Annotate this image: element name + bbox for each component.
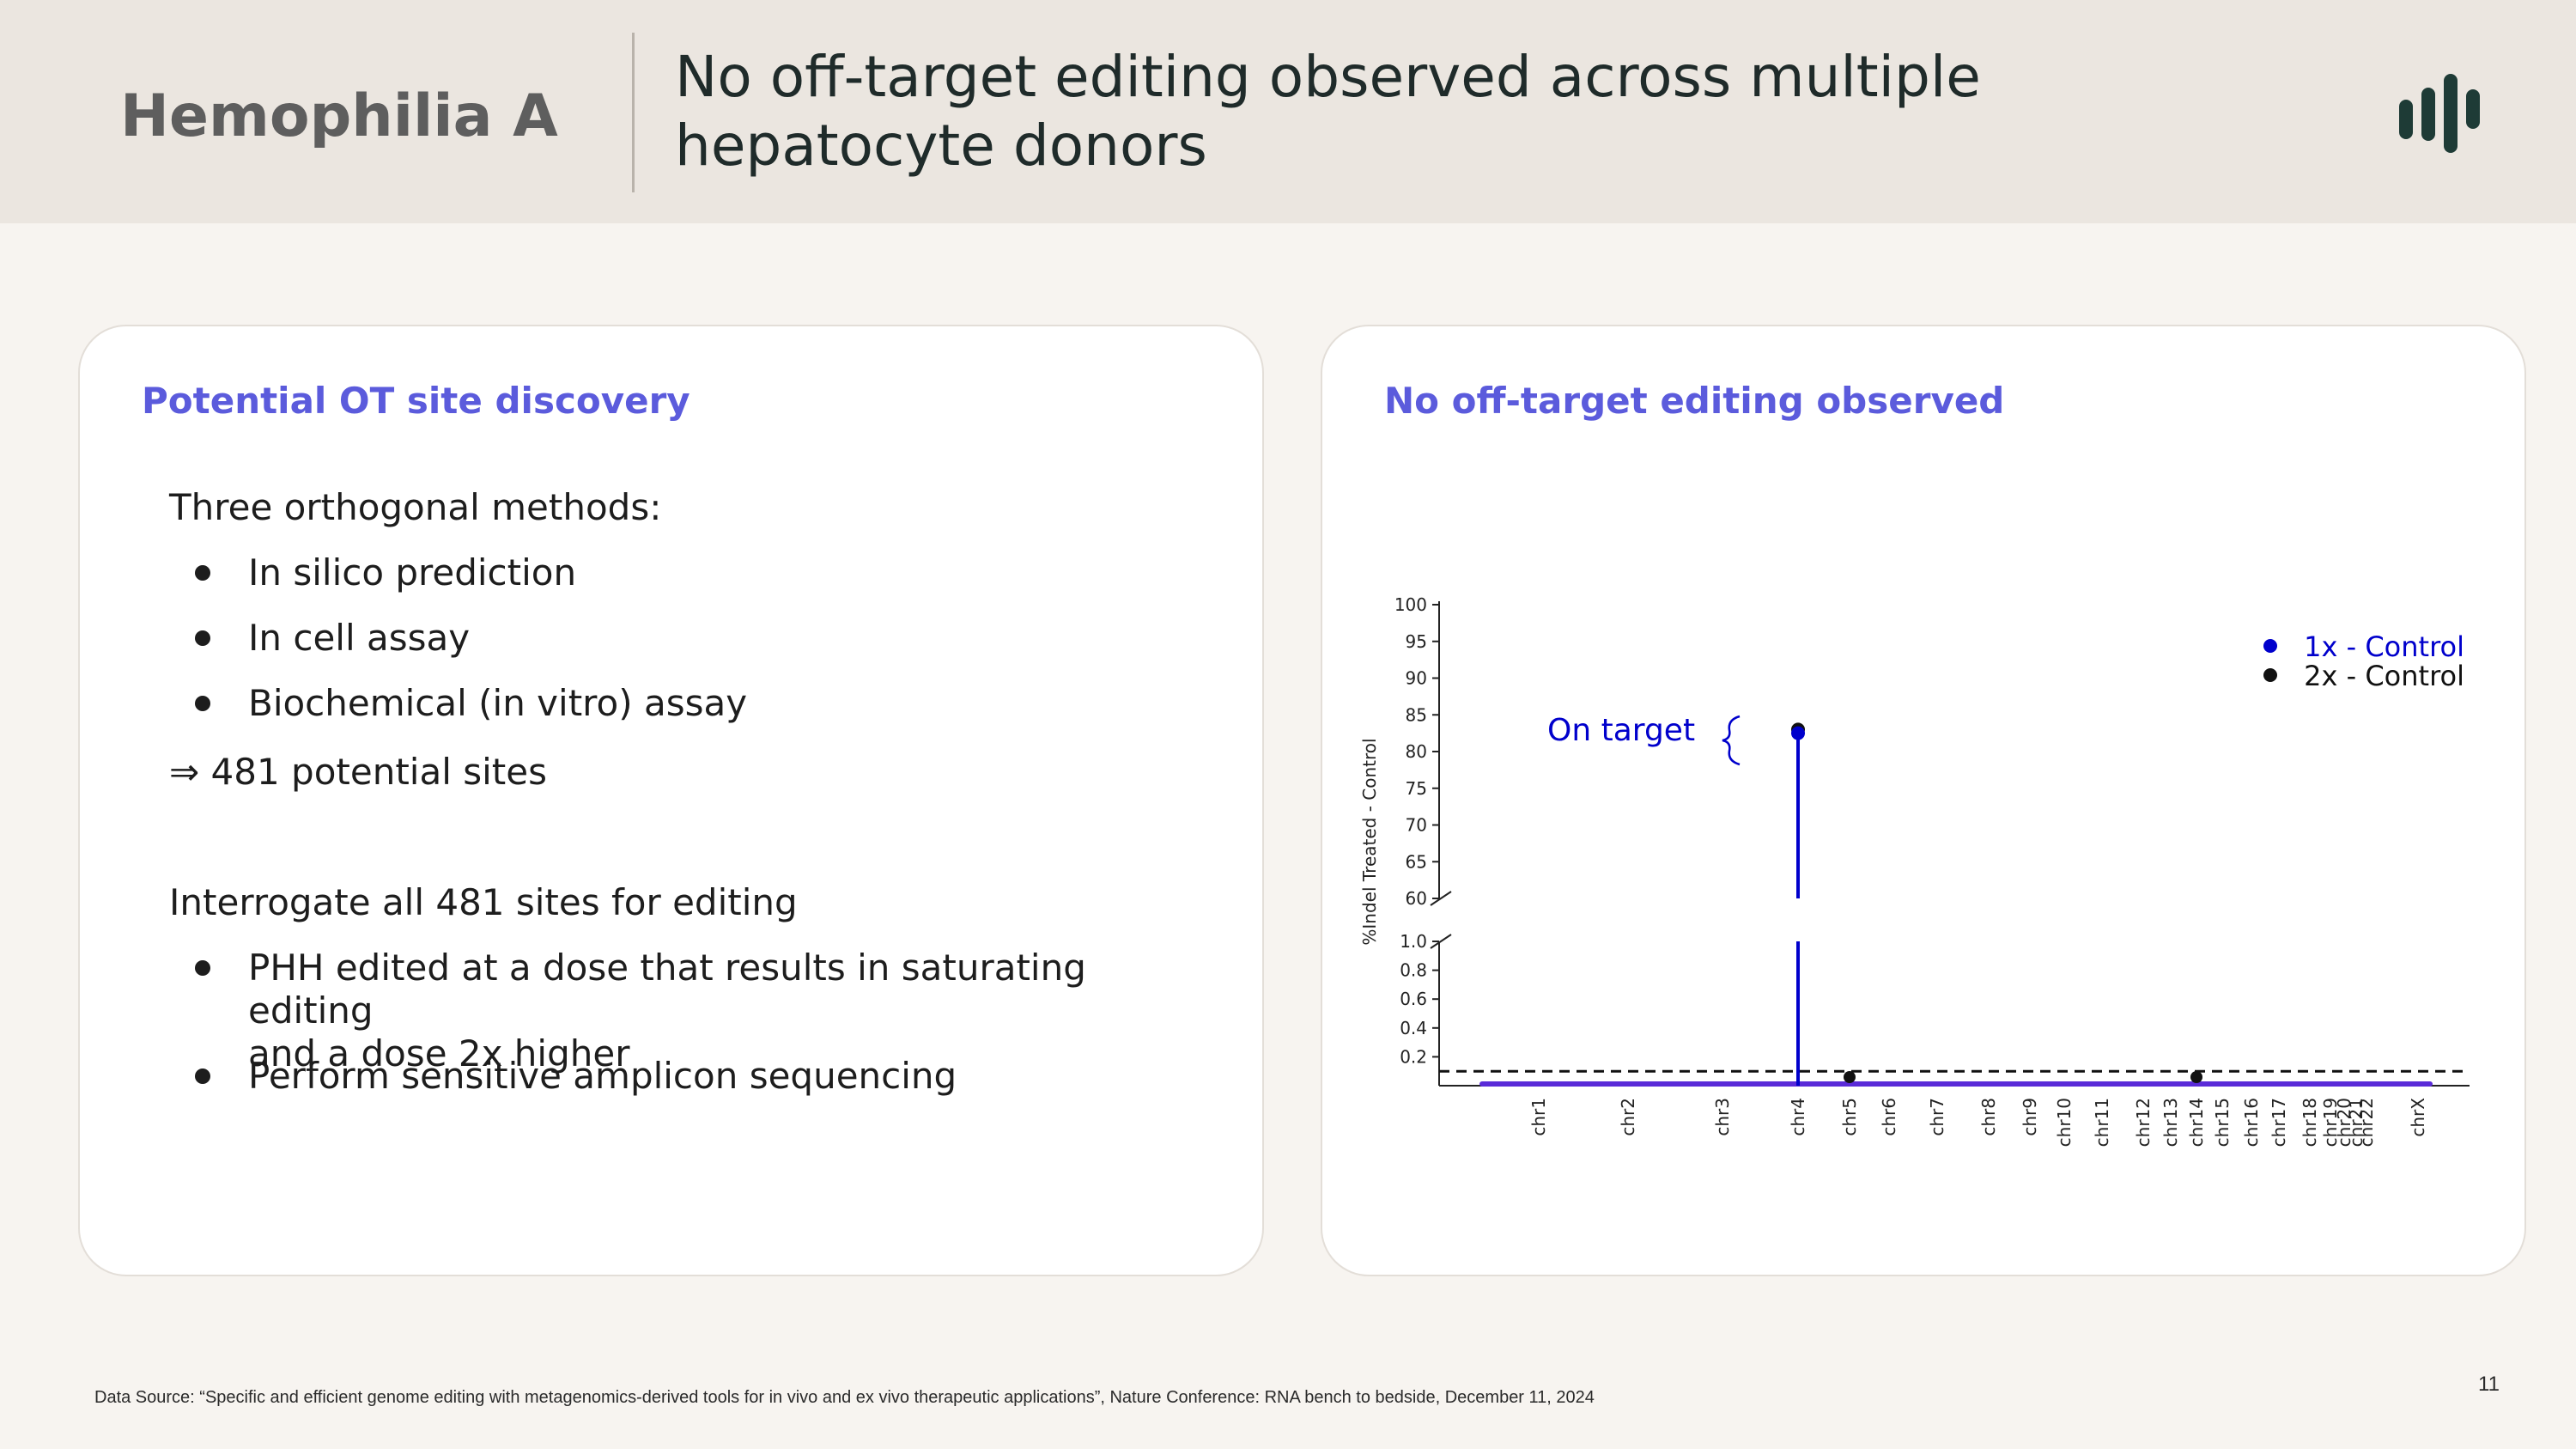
company-bars-logo-icon: [2399, 74, 2480, 153]
axis-break-mark: [1430, 891, 1452, 906]
x-tick-label: chr17: [2269, 1098, 2289, 1147]
y-tick-label: 70: [1406, 815, 1427, 836]
y-tick-label: 90: [1406, 668, 1427, 689]
brace-icon: [1722, 715, 1741, 766]
x-tick-label: chr15: [2212, 1098, 2233, 1147]
bullet-icon: [195, 696, 210, 711]
x-tick-label: chr22: [2356, 1098, 2377, 1147]
x-tick-label: chr7: [1927, 1098, 1947, 1136]
method-label: Biochemical (in vitro) assay: [248, 682, 748, 724]
x-tick-label: chr2: [1618, 1098, 1638, 1136]
page-number: 11: [2478, 1373, 2500, 1396]
y-tick-label: 95: [1406, 631, 1427, 652]
slide-title: No off-target editing observed across mu…: [675, 43, 2135, 180]
y-tick-label: 65: [1406, 851, 1427, 872]
y-tick-label: 0.4: [1400, 1018, 1427, 1038]
y-tick-label: 60: [1406, 888, 1427, 909]
card-title: No off-target editing observed: [1384, 380, 2005, 422]
x-tick-label: chr20: [2334, 1098, 2354, 1147]
y-tick-label: 100: [1394, 594, 1427, 615]
potential-sites-result: ⇒ 481 potential sites: [169, 751, 547, 793]
legend-label-2x: 2x - Control: [2304, 660, 2464, 692]
slide-title-line2: hepatocyte donors: [675, 113, 1207, 179]
bullet-icon: [195, 565, 210, 581]
axis-break-mark: [1430, 934, 1452, 949]
bullet-icon: [195, 630, 210, 646]
header-bar: Hemophilia A No off-target editing obser…: [0, 0, 2576, 223]
method-label: In cell assay: [248, 617, 471, 659]
x-tick-label: chrX: [2408, 1098, 2428, 1137]
bullet-icon: [195, 960, 210, 976]
bullet-icon: [195, 1068, 210, 1084]
highlight-point-2x: [2190, 1071, 2202, 1083]
x-tick-label: chr5: [1839, 1098, 1860, 1136]
x-tick-label: chr19: [2320, 1098, 2341, 1147]
x-tick-label: chr21: [2346, 1098, 2366, 1147]
x-tick-label: chr6: [1879, 1098, 1899, 1136]
y-tick-label: 0.8: [1400, 960, 1427, 981]
x-tick-label: chr18: [2300, 1098, 2320, 1147]
y-tick-label: 80: [1406, 741, 1427, 762]
x-tick-label: chr13: [2160, 1098, 2181, 1147]
slide-title-line1: No off-target editing observed across mu…: [675, 44, 1981, 110]
indel-chart: 60 65 70 75 80 85 90 95 100 0.2 0.4 0.6 0.8 1.0 %Indel…: [1359, 594, 2470, 1147]
on-target-point-1x: [1791, 726, 1805, 740]
y-axis-label: %Indel Treated - Control: [1359, 738, 1380, 945]
y-tick-label: 1.0: [1400, 931, 1427, 952]
x-tick-label: chr9: [2020, 1098, 2040, 1136]
step-label: Perform sensitive amplicon sequencing: [248, 1055, 957, 1097]
highlight-point-2x: [1844, 1071, 1856, 1083]
x-tick-label: chr10: [2054, 1098, 2075, 1147]
y-tick-label: 0.2: [1400, 1046, 1427, 1067]
methods-intro: Three orthogonal methods:: [169, 486, 662, 528]
off-target-chart-card: No off-target editing observed 60 65 70 75 8…: [1321, 325, 2526, 1276]
x-tick-label: chr14: [2186, 1098, 2207, 1147]
legend-marker-1x: [2263, 639, 2277, 653]
x-tick-label: chr3: [1712, 1098, 1733, 1136]
step-line2: and a dose 2x higher: [248, 1032, 630, 1075]
x-tick-label: chr4: [1788, 1098, 1808, 1136]
legend-label-1x: 1x - Control: [2304, 630, 2464, 663]
footer-source: Data Source: “Specific and efficient gen…: [94, 1388, 1595, 1407]
x-tick-label: chr16: [2241, 1098, 2262, 1147]
step-line1: PHH edited at a dose that results in sat…: [248, 947, 1086, 1032]
step-label: PHH edited at a dose that results in sat…: [248, 947, 1193, 1075]
x-tick-label: chr12: [2133, 1098, 2154, 1147]
y-tick-label: 0.6: [1400, 989, 1427, 1009]
card-title: Potential OT site discovery: [142, 380, 690, 422]
y-tick-label: 85: [1406, 704, 1427, 725]
y-tick-label: 75: [1406, 778, 1427, 799]
section-label: Hemophilia A: [120, 82, 558, 150]
interrogate-text: Interrogate all 481 sites for editing: [169, 881, 798, 923]
ot-site-discovery-card: Potential OT site discovery Three orthog…: [78, 325, 1264, 1276]
legend-marker-2x: [2263, 668, 2277, 682]
x-tick-label: chr8: [1978, 1098, 1999, 1136]
on-target-annotation: On target: [1547, 713, 1695, 748]
x-tick-label: chr11: [2092, 1098, 2112, 1147]
x-tick-label: chr1: [1528, 1098, 1549, 1136]
method-label: In silico prediction: [248, 551, 577, 594]
header-divider: [632, 33, 635, 192]
